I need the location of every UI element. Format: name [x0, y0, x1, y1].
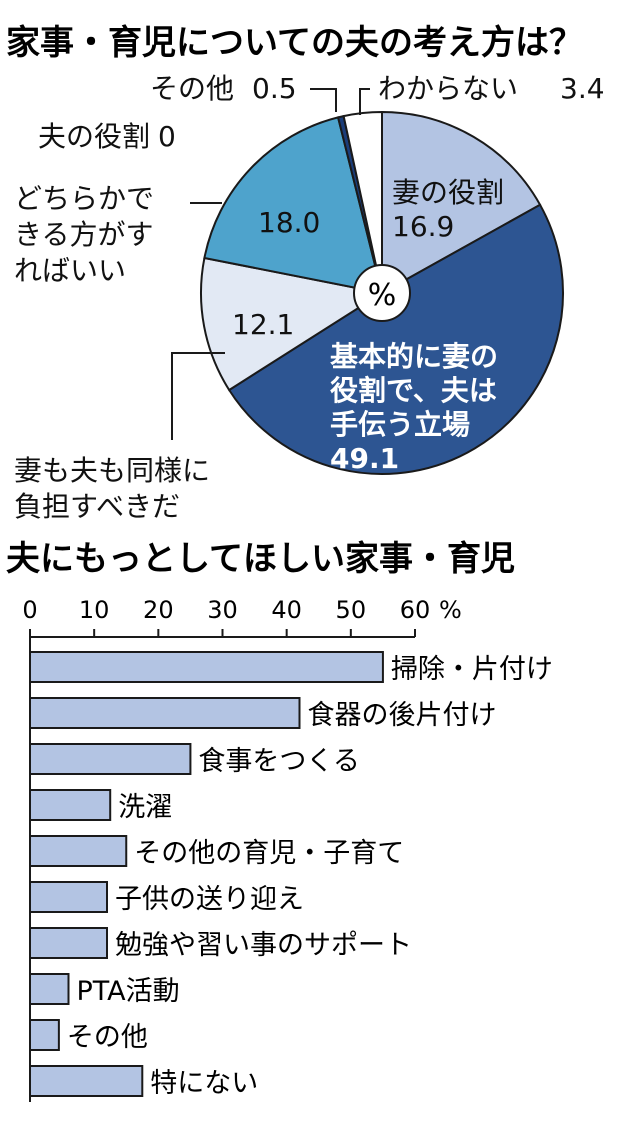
bar-category-label-6: 勉強や習い事のサポート [115, 930, 412, 961]
pie-slice-label-6: わからない [378, 72, 518, 105]
bar-category-label-5: 子供の送り迎え [115, 884, 304, 915]
bar-0 [29, 651, 384, 683]
pie-slice-label-2: 妻も夫も同様に負担すべきだ [14, 454, 210, 523]
x-tick-label-0: 0 [22, 596, 37, 624]
bar-6 [29, 927, 108, 959]
bar-category-label-9: 特にない [150, 1068, 258, 1099]
pie-value-label-2: 12.1 [232, 308, 294, 341]
pie-value-label-3: 18.0 [258, 206, 320, 239]
bar-8 [29, 1019, 60, 1051]
pie-value-label-6: 3.4 [560, 72, 605, 105]
bar-7 [29, 973, 70, 1005]
bar-2 [29, 743, 192, 775]
pie-slice-3 [203, 116, 384, 295]
x-tick-label-2: 20 [143, 596, 174, 624]
pie-chart-title: 家事・育児についての夫の考え方は？ [6, 23, 583, 63]
bar-category-label-4: その他の育児・子育て [134, 838, 404, 869]
pie-slice-label-1: 基本的に妻の役割で、夫は手伝う立場 [330, 340, 498, 441]
pie-slice-label-4: 夫の役割 [38, 120, 150, 153]
pie-slice-6 [342, 110, 383, 294]
pie-value-label-1: 49.1 [330, 442, 399, 475]
pie-value-label-4: 0 [158, 120, 176, 153]
pie-value-label-5: 0.5 [252, 72, 297, 105]
x-tick-label-1: 10 [79, 596, 110, 624]
pie-unit-label: % [368, 278, 397, 313]
bar-category-label-1: 食器の後片付け [308, 700, 497, 731]
bar-chart-title: 夫にもっとしてほしい家事・育児 [6, 539, 515, 579]
bar-category-label-7: PTA活動 [77, 976, 180, 1007]
pie-leader-line-5 [310, 88, 337, 112]
bar-9 [29, 1065, 144, 1097]
pie-slice-1 [227, 203, 564, 475]
bar-4 [29, 835, 128, 867]
x-tick-label-6: 60 [400, 596, 431, 624]
pie-slice-label-5: その他 [150, 72, 234, 105]
pie-slice-2 [200, 256, 385, 392]
pie-slice-0 [381, 110, 542, 295]
pie-value-label-0: 16.9 [392, 210, 454, 243]
bar-chart: 0 10 20 30 40 50 60 % 掃除・片付け食器の後片付け食事をつくる洗濯その他の育… [22, 596, 553, 1102]
pie-slice-label-3: どちらかできる方がすればいい [14, 182, 154, 287]
x-axis-unit: % [439, 596, 462, 624]
bar-category-label-8: その他 [67, 1022, 148, 1053]
pie-leader-line-2 [171, 352, 225, 440]
bar-3 [29, 789, 112, 821]
bar-5 [29, 881, 108, 913]
pie-center-hole [353, 264, 411, 322]
bar-1 [29, 697, 301, 729]
bar-category-label-0: 掃除・片付け [391, 654, 553, 685]
x-tick-label-3: 30 [207, 596, 238, 624]
pie-slice-label-0: 妻の役割 [392, 176, 504, 209]
x-tick-label-4: 40 [271, 596, 302, 624]
pie-leader-line-6 [359, 88, 370, 115]
x-tick-label-5: 50 [336, 596, 367, 624]
bar-category-label-3: 洗濯 [118, 792, 172, 823]
bar-category-label-2: 食事をつくる [198, 746, 359, 777]
